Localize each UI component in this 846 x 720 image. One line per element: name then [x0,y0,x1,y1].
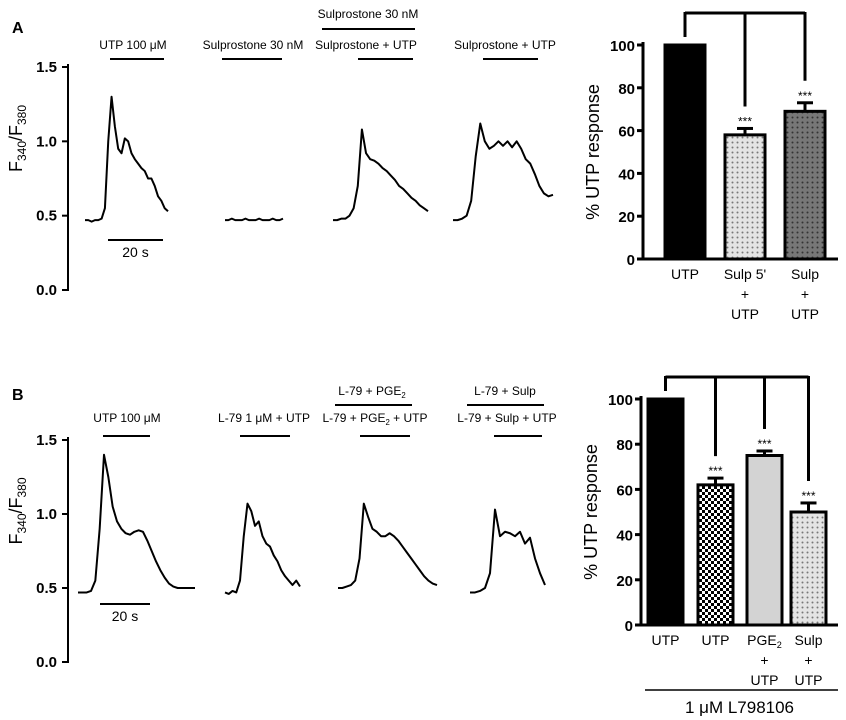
y-tick-label: 0.0 [36,654,57,671]
x-tick-label: UTP [751,672,779,688]
panel-label-b: B [12,387,24,404]
y-label-part: 340 [15,513,29,533]
y-tick-label: 0 [625,618,633,635]
x-tick-label: + [741,286,749,302]
y-tick-label: 60 [616,482,633,499]
y-tick-label: 0.5 [36,208,57,225]
bar [783,109,827,261]
trace-line [333,128,429,222]
trace-line [224,502,301,595]
stimulus-label: Sulprostone + UTP [454,38,556,52]
pre-treatment-label: L-79 + PGE2 [338,384,405,400]
stimulus-label: L-79 + Sulp + UTP [457,411,556,425]
bar [663,43,707,261]
x-tick-label: UTP [791,306,819,322]
y-label-part: F [6,534,26,545]
x-tick-label: UTP [702,632,730,648]
significance-marker: *** [801,489,815,503]
bar [745,454,784,627]
y-label-part: /F [6,125,26,141]
y-axis-label: % UTP response [583,84,603,220]
y-tick-label: 100 [610,38,635,55]
x-tick-label: PGE2 [747,632,782,650]
y-tick-label: 1.0 [36,133,57,150]
x-tick-label: + [804,652,812,668]
significance-marker: *** [708,464,722,478]
significance-marker: *** [738,114,752,128]
y-tick-label: 20 [616,573,633,590]
y-label-part: /F [6,497,26,513]
y-tick-label: 0 [627,252,635,269]
bar [723,133,767,261]
y-tick-label: 0.0 [36,282,57,299]
x-tick-label: Sulp [794,632,822,648]
y-label-part: 340 [15,141,29,161]
bar [696,483,735,627]
y-tick-label: 0.5 [36,580,57,597]
y-label-part: 380 [15,105,29,125]
trace-line [453,122,554,222]
x-tick-label: + [760,652,768,668]
pre-treatment-label: L-79 + Sulp [474,384,536,398]
y-axis-label: % UTP response [581,444,601,580]
x-tick-label: UTP [671,266,699,282]
y-tick-label: 80 [616,437,633,454]
bar [789,510,828,627]
stimulus-label: UTP 100 μM [99,38,166,52]
y-tick-label: 80 [618,81,635,98]
bar [646,397,685,627]
y-axis-label: F340/F380 [6,105,29,172]
panel-label-a: A [12,20,24,37]
x-tick-label: + [801,286,809,302]
y-label-part: 380 [15,477,29,497]
significance-marker: *** [798,89,812,103]
y-tick-label: 20 [618,209,635,226]
y-tick-label: 100 [608,392,633,409]
trace-line [338,502,438,589]
y-tick-label: 40 [618,166,635,183]
stimulus-label: Sulprostone 30 nM [203,38,304,52]
x-tick-label: UTP [652,632,680,648]
group-label: 1 μM L798106 [685,698,794,717]
pre-treatment-label: Sulprostone 30 nM [318,7,419,21]
trace-line [470,508,546,594]
x-tick-label: Sulp [791,266,819,282]
y-label-part: F [6,161,26,172]
y-tick-label: 1.5 [36,59,57,76]
scale-bar-label: 20 s [112,608,138,624]
y-tick-label: 1.0 [36,506,57,523]
x-tick-label: UTP [731,306,759,322]
x-tick-label: Sulp 5' [724,266,766,282]
stimulus-label: UTP 100 μM [93,411,160,425]
significance-marker: *** [757,437,771,451]
trace-line [85,95,169,223]
trace-line [225,217,284,222]
y-axis-label: F340/F380 [6,477,29,544]
stimulus-label: L-79 1 μM + UTP [218,411,310,425]
y-tick-label: 1.5 [36,432,57,449]
stimulus-label: L-79 + PGE2 + UTP [322,411,427,427]
scale-bar-label: 20 s [122,244,148,260]
y-tick-label: 60 [618,124,635,141]
y-tick-label: 40 [616,528,633,545]
x-tick-label: UTP [795,672,823,688]
stimulus-label: Sulprostone + UTP [315,38,417,52]
trace-line [78,453,195,594]
